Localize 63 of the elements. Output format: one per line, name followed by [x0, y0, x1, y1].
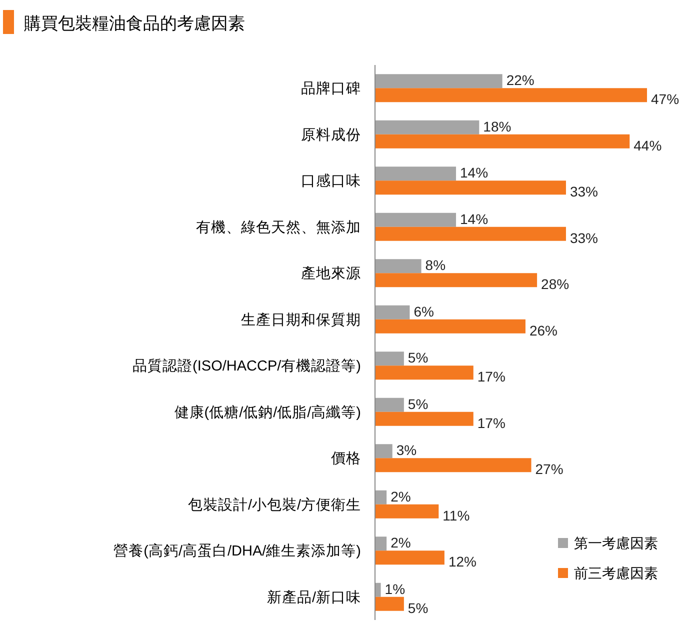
- data-label: 44%: [634, 137, 662, 154]
- data-label: 5%: [408, 350, 428, 366]
- data-label: 8%: [425, 257, 446, 274]
- y-tick-label: 營養(高鈣/高蛋白/DHA/維生素添加等): [114, 542, 361, 560]
- bar: [375, 180, 566, 195]
- bar: [375, 134, 630, 148]
- data-label: 14%: [460, 164, 488, 181]
- legend-label: 第一考慮因素: [574, 535, 658, 551]
- bar: [375, 398, 404, 412]
- data-label: 18%: [483, 118, 512, 134]
- bar: [375, 273, 538, 288]
- bar: [375, 444, 392, 458]
- bar: [375, 352, 404, 366]
- y-tick-label: 有機、綠色天然、無添加: [196, 218, 361, 236]
- data-label: 14%: [460, 210, 488, 227]
- data-label: 27%: [535, 461, 564, 478]
- bar: [375, 305, 410, 320]
- data-label: 3%: [396, 442, 417, 458]
- bar: [375, 458, 532, 472]
- bar: [375, 212, 456, 227]
- bar: [375, 412, 474, 426]
- data-label: 2%: [390, 534, 411, 551]
- bar: [375, 582, 381, 597]
- y-tick-label: 口感口味: [301, 172, 361, 190]
- y-tick-label: 產地來源: [301, 265, 361, 282]
- data-label: 33%: [570, 184, 598, 200]
- data-label: 11%: [442, 507, 470, 524]
- bar: [375, 88, 647, 102]
- data-label: 5%: [408, 396, 428, 412]
- bar: [375, 490, 387, 504]
- data-label: 33%: [570, 230, 598, 246]
- bar: [375, 226, 566, 241]
- data-label: 28%: [541, 276, 570, 292]
- y-tick-label: 生產日期和保質期: [241, 311, 361, 328]
- data-label: 26%: [529, 322, 558, 338]
- y-tick-label: 原料成份: [301, 126, 361, 144]
- legend-label: 前三考慮因素: [574, 565, 658, 581]
- y-tick-label: 品質認證(ISO/HACCP/有機認證等): [132, 358, 361, 375]
- bar: [375, 536, 387, 551]
- y-tick-label: 包裝設計/小包裝/方便衛生: [188, 496, 361, 514]
- bar: [375, 366, 474, 380]
- data-label: 17%: [477, 368, 506, 385]
- data-label: 6%: [414, 303, 434, 320]
- data-label: 22%: [506, 72, 534, 88]
- y-tick-label: 品牌口碑: [301, 80, 361, 98]
- bar: [375, 596, 404, 611]
- y-tick-label: 價格: [331, 450, 361, 468]
- text: 購買包裝糧油食品的考慮因素: [24, 14, 245, 33]
- bar: [375, 166, 456, 181]
- data-label: 12%: [448, 554, 476, 570]
- y-tick-label: 新產品/新口味: [266, 588, 361, 606]
- data-label: 5%: [408, 600, 428, 616]
- bar: [375, 259, 422, 274]
- y-tick-label: 健康(低糖/低鈉/低脂/高纖等): [174, 404, 361, 421]
- bar: [375, 120, 480, 134]
- bar: [375, 74, 502, 88]
- bar: [375, 504, 439, 518]
- data-label: 17%: [477, 414, 506, 431]
- bar: [375, 550, 444, 565]
- data-label: 47%: [651, 91, 680, 108]
- data-label: 2%: [390, 488, 411, 504]
- data-label: 1%: [384, 580, 406, 597]
- bar: [375, 319, 526, 334]
